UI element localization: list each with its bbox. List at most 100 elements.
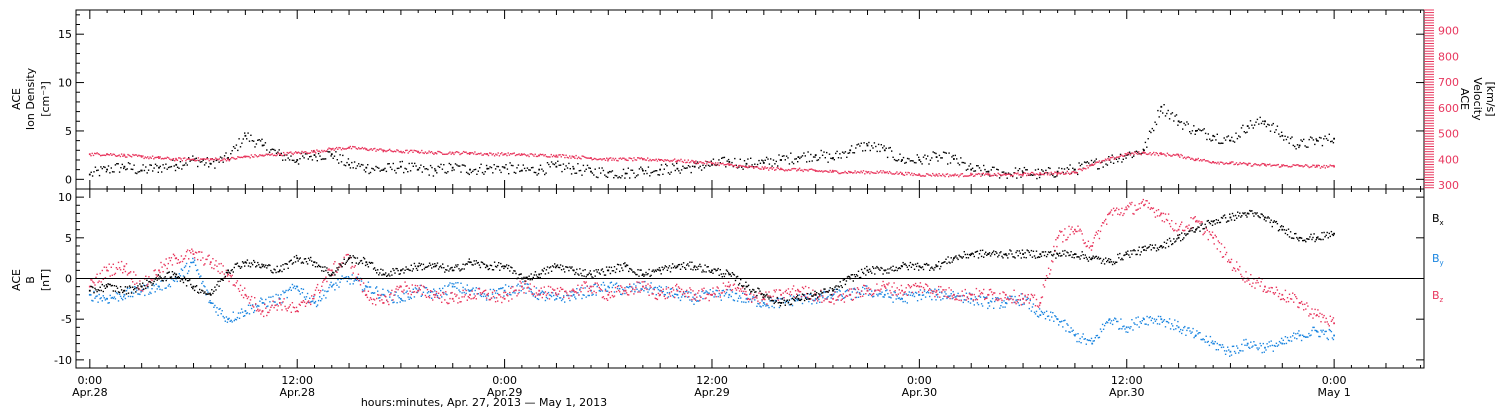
density-series-sample (516, 167, 518, 169)
density-series-sample (492, 172, 494, 174)
velocity-series-sample (405, 149, 407, 152)
velocity-series-sample (959, 174, 961, 176)
bz-series-point (451, 297, 454, 300)
by-series-sample (625, 286, 628, 288)
bz-series-sample (897, 293, 899, 295)
bz-series-sample (113, 273, 116, 276)
by-series-sample (1032, 303, 1035, 305)
velocity-series-sample (751, 166, 754, 168)
bx-series-sample (388, 273, 390, 275)
velocity-series-point (642, 158, 644, 161)
bz-series-sample (1159, 214, 1162, 216)
velocity-series-sample (245, 155, 248, 158)
bz-series-sample (698, 290, 700, 292)
density-series-point (642, 169, 644, 172)
velocity-series-point (313, 150, 316, 153)
velocity-series-sample (297, 151, 300, 153)
by-series-sample (1308, 332, 1310, 335)
density-series-sample (649, 175, 651, 177)
bz-series-sample (788, 293, 791, 295)
bz-series-sample (233, 284, 235, 286)
velocity-series-sample (275, 155, 277, 157)
bz-series-sample (1163, 221, 1166, 223)
bz-series-sample (941, 291, 943, 293)
by-series-sample (198, 273, 200, 275)
bz-series-sample (939, 296, 941, 298)
bz-series-sample (1115, 209, 1117, 211)
by-series-sample (316, 304, 319, 306)
velocity-series-sample (440, 152, 443, 154)
velocity-series-sample (406, 149, 408, 151)
density-series-sample (223, 155, 226, 157)
density-series-sample (1327, 139, 1329, 141)
bz-series-point (918, 285, 921, 288)
velocity-series-sample (459, 153, 461, 156)
bz-series-sample (1116, 207, 1118, 209)
bz-series-sample (745, 290, 747, 293)
bz-series-sample (127, 272, 130, 275)
density-series-point (1022, 171, 1024, 174)
bz-series-sample (810, 298, 812, 300)
density-series-sample (1003, 171, 1005, 173)
bx-series-sample (444, 271, 446, 273)
bz-series-sample (888, 282, 890, 284)
bz-series-sample (179, 261, 182, 263)
by-series-sample (94, 297, 96, 299)
density-series-sample (895, 159, 897, 162)
velocity-series-sample (854, 170, 856, 172)
by-series-sample (1268, 341, 1270, 343)
density-series-sample (1179, 121, 1181, 124)
density-series-sample (1050, 173, 1053, 175)
bz-series-sample (221, 271, 223, 273)
velocity-series-point (140, 155, 143, 158)
velocity-series-sample (1163, 153, 1165, 155)
density-series-sample (353, 161, 356, 163)
bz-series-sample (281, 309, 283, 311)
by-series-sample (967, 301, 970, 303)
bx-series-sample (534, 271, 537, 273)
velocity-series-sample (1032, 171, 1034, 174)
velocity-series-sample (944, 175, 946, 178)
density-series-sample (97, 169, 99, 171)
bx-series-sample (409, 269, 411, 272)
bx-series-sample (377, 269, 379, 271)
by-series-sample (250, 307, 253, 310)
velocity-series-sample (669, 160, 671, 163)
density-series-sample (775, 160, 777, 163)
by-series-sample (1066, 323, 1068, 325)
velocity-series-sample (1003, 173, 1005, 175)
bz-series-sample (1282, 298, 1284, 300)
velocity-series-sample (1130, 152, 1133, 154)
by-series-sample (1108, 319, 1110, 321)
density-series-sample (464, 165, 466, 167)
by-series-sample (615, 282, 618, 284)
density-series-sample (1046, 172, 1048, 174)
density-series-sample (643, 173, 645, 175)
by-series-sample (494, 292, 497, 294)
bz-series-sample (578, 294, 580, 296)
bz-series-sample (921, 291, 924, 294)
bz-series-sample (205, 258, 207, 261)
density-series-sample (1242, 124, 1244, 127)
by-series-point (1039, 314, 1042, 316)
bz-series-sample (545, 294, 548, 296)
velocity-series-point (1246, 163, 1249, 166)
bz-series-point (901, 289, 903, 292)
density-series-sample (532, 166, 534, 169)
bz-series-sample (793, 296, 796, 298)
bz-series-sample (872, 293, 874, 296)
density-series-sample (1105, 163, 1107, 165)
by-series-sample (712, 290, 714, 293)
by-series-sample (529, 288, 531, 290)
velocity-series-sample (821, 170, 823, 172)
bz-series-sample (786, 292, 788, 294)
velocity-series-point (503, 153, 506, 156)
bz-series-sample (123, 268, 125, 271)
by-series-sample (996, 298, 998, 301)
bx-series-sample (233, 266, 235, 269)
velocity-series-sample (518, 153, 520, 155)
density-series-sample (485, 164, 488, 167)
bz-series-sample (761, 299, 763, 301)
velocity-series-sample (943, 174, 945, 177)
bz-series-sample (551, 288, 554, 290)
